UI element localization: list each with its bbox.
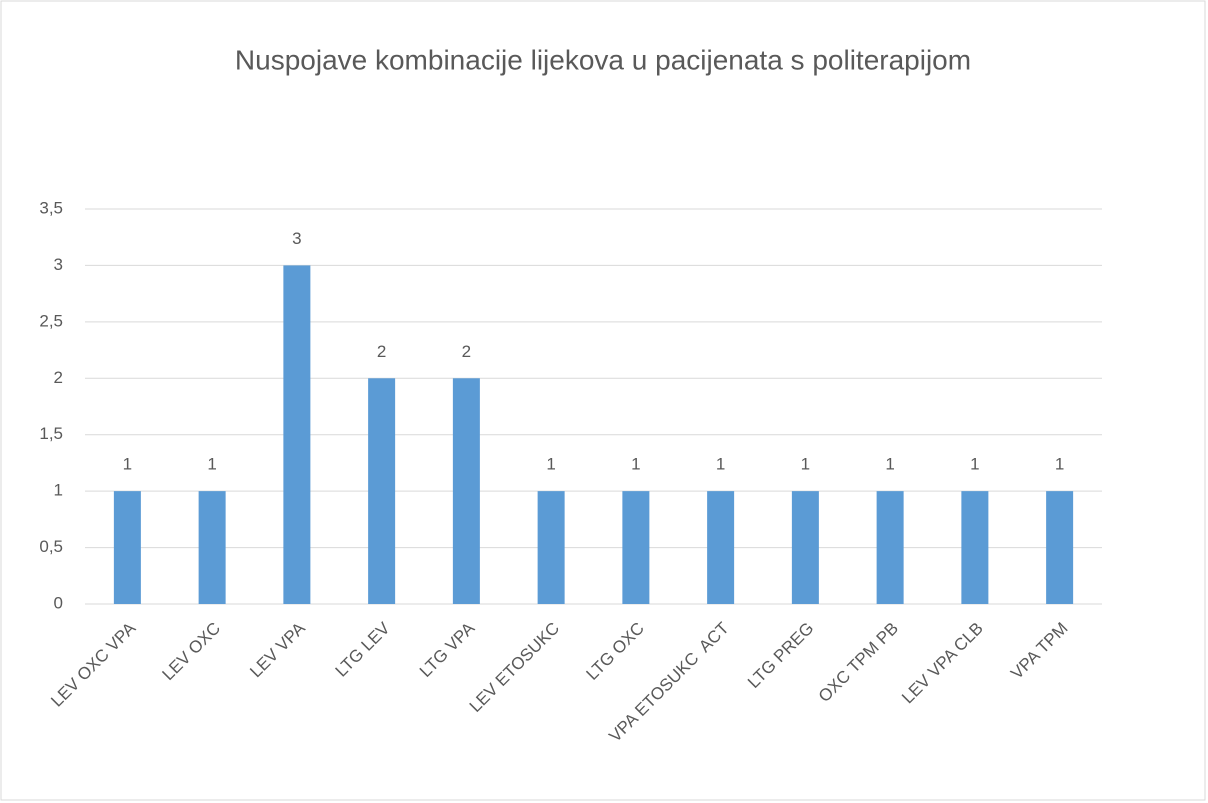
bar (791, 491, 819, 604)
data-label: 1 (1055, 455, 1064, 474)
bar (707, 491, 735, 604)
data-label: 1 (631, 455, 640, 474)
data-label: 1 (801, 455, 810, 474)
data-label: 2 (377, 342, 386, 361)
bar (368, 378, 396, 604)
y-tick-label: 0 (54, 593, 63, 612)
y-tick-label: 1,5 (39, 424, 63, 443)
data-label: 1 (123, 455, 132, 474)
y-tick-label: 2,5 (39, 311, 63, 330)
data-label: 2 (462, 342, 471, 361)
bar (198, 491, 226, 604)
bar (452, 378, 480, 604)
bar (283, 265, 311, 604)
bar (537, 491, 565, 604)
data-label: 1 (885, 455, 894, 474)
y-tick-label: 3 (54, 255, 63, 274)
y-tick-label: 0,5 (39, 537, 63, 556)
bar (622, 491, 650, 604)
bar (1046, 491, 1074, 604)
chart-title: Nuspojave kombinacije lijekova u pacijen… (235, 44, 971, 75)
bar (961, 491, 989, 604)
data-label: 3 (292, 229, 301, 248)
data-label: 1 (207, 455, 216, 474)
data-label: 1 (970, 455, 979, 474)
bar (113, 491, 141, 604)
data-label: 1 (716, 455, 725, 474)
y-tick-label: 3,5 (39, 198, 63, 217)
y-tick-label: 2 (54, 368, 63, 387)
y-tick-label: 1 (54, 481, 63, 500)
data-label: 1 (546, 455, 555, 474)
bar (876, 491, 904, 604)
